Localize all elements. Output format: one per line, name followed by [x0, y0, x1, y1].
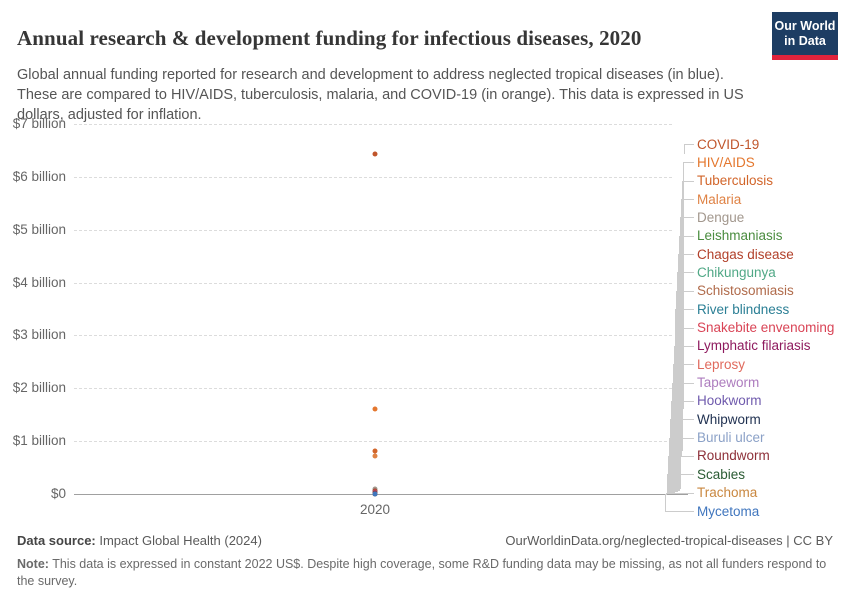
legend-item-buruli-ulcer[interactable]: Buruli ulcer — [697, 430, 765, 446]
legend-item-chagas-disease[interactable]: Chagas disease — [697, 246, 794, 262]
owid-logo[interactable]: Our World in Data — [772, 12, 838, 60]
legend-leader-line — [678, 254, 680, 492]
footer-links: OurWorldinData.org/neglected-tropical-di… — [505, 533, 833, 548]
legend-leader-line — [682, 180, 684, 451]
data-point-covid-19[interactable] — [372, 151, 378, 157]
legend-leader-stub — [665, 511, 694, 512]
legend-leader-stub — [678, 254, 694, 256]
legend-leader-line — [684, 144, 685, 155]
legend-item-chikungunya[interactable]: Chikungunya — [697, 264, 776, 280]
y-gridline — [74, 335, 672, 337]
legend-leader-line — [670, 400, 672, 494]
y-tick-label: $5 billion — [12, 221, 66, 237]
y-tick-label: $3 billion — [12, 327, 66, 343]
legend-item-hookworm[interactable]: Hookworm — [697, 393, 762, 409]
legend-leader-stub — [672, 364, 694, 366]
legend-leader-line — [683, 162, 685, 409]
data-point-malaria[interactable] — [372, 453, 378, 459]
legend-leader-line — [679, 235, 681, 491]
legend-leader-line — [676, 290, 678, 492]
y-tick-label: $4 billion — [12, 274, 66, 290]
legend-leader-stub — [679, 235, 694, 237]
data-point-tuberculosis[interactable] — [372, 448, 378, 454]
legend-leader-stub — [668, 437, 694, 439]
legend-item-whipworm[interactable]: Whipworm — [697, 411, 761, 427]
chart-note: Note: This data is expressed in constant… — [17, 556, 833, 590]
owid-url-link[interactable]: OurWorldinData.org/neglected-tropical-di… — [505, 533, 783, 548]
legend-item-river-blindness[interactable]: River blindness — [697, 301, 790, 317]
chart-subtitle: Global annual funding reported for resea… — [17, 66, 744, 123]
y-gridline — [74, 229, 672, 231]
legend-leader-stub — [674, 327, 694, 329]
legend-leader-stub — [669, 419, 694, 421]
y-gridline — [74, 176, 672, 178]
legend-leader-stub — [681, 199, 694, 201]
legend-leader-stub — [665, 492, 694, 494]
owid-logo-line1: Our World — [774, 19, 836, 33]
legend-item-lymphatic-filariasis[interactable]: Lymphatic filariasis — [697, 338, 811, 354]
chart-footer: Data source: Impact Global Health (2024)… — [17, 533, 833, 548]
y-gridline — [74, 388, 672, 390]
legend-leader-stub — [670, 400, 694, 402]
legend-item-mycetoma[interactable]: Mycetoma — [697, 503, 760, 519]
note-text: This data is expressed in constant 2022 … — [17, 557, 827, 588]
y-gridline — [74, 124, 672, 125]
x-tick-label: 2020 — [359, 502, 391, 517]
legend-leader-stub — [676, 290, 694, 292]
y-tick-label: $7 billion — [12, 116, 66, 131]
legend-leader-line — [668, 437, 670, 494]
y-tick-label: $2 billion — [12, 380, 66, 396]
legend-item-roundworm[interactable]: Roundworm — [697, 448, 770, 464]
legend-leader-line — [665, 492, 667, 495]
legend-leader-stub — [673, 345, 694, 347]
y-tick-label: $1 billion — [12, 433, 66, 449]
legend-leader-line — [665, 493, 666, 511]
legend-leader-stub — [682, 180, 694, 182]
legend-leader-stub — [671, 382, 694, 384]
legend-item-malaria[interactable]: Malaria — [697, 191, 742, 207]
legend-item-tapeworm[interactable]: Tapeworm — [697, 375, 760, 391]
y-gridline — [74, 282, 672, 284]
legend-leader-line — [675, 309, 677, 493]
cc-by-link[interactable]: CC BY — [793, 533, 833, 548]
legend-leader-line — [681, 199, 683, 456]
footer-separator: | — [782, 533, 794, 548]
owid-logo-line2: in Data — [784, 34, 826, 48]
page-title: Annual research & development funding fo… — [17, 26, 642, 51]
legend-leader-line — [677, 272, 679, 492]
legend-item-trachoma[interactable]: Trachoma — [697, 485, 758, 501]
legend-item-covid-19[interactable]: COVID-19 — [697, 136, 760, 152]
legend-item-snakebite-envenoming[interactable]: Snakebite envenoming — [697, 320, 835, 335]
y-gridline — [74, 441, 672, 443]
legend-leader-line — [680, 217, 682, 490]
legend-leader-line — [672, 364, 674, 493]
data-point-mycetoma[interactable] — [372, 491, 378, 497]
legend-leader-stub — [677, 272, 694, 274]
legend-leader-stub — [666, 474, 694, 476]
legend-leader-stub — [667, 455, 694, 457]
legend-item-hiv-aids[interactable]: HIV/AIDS — [697, 154, 755, 170]
legend-leader-line — [666, 474, 668, 494]
legend-item-scabies[interactable]: Scabies — [697, 466, 746, 482]
data-source-text: Data source: Impact Global Health (2024) — [17, 533, 262, 548]
y-tick-label: $0 — [50, 486, 66, 501]
legend-item-leprosy[interactable]: Leprosy — [697, 356, 746, 372]
legend-leader-stub — [680, 217, 694, 219]
legend-item-leishmaniasis[interactable]: Leishmaniasis — [697, 228, 783, 244]
legend-leader-line — [674, 327, 676, 493]
data-source-value: Impact Global Health (2024) — [95, 533, 262, 548]
data-point-hiv-aids[interactable] — [372, 406, 378, 412]
note-label: Note: — [17, 557, 49, 571]
x-axis-line — [74, 494, 688, 495]
legend-item-tuberculosis[interactable]: Tuberculosis — [697, 173, 774, 189]
legend-leader-stub — [684, 144, 694, 145]
legend-item-dengue[interactable]: Dengue — [697, 209, 745, 225]
data-source-label: Data source: — [17, 533, 96, 548]
legend-leader-stub — [675, 309, 694, 311]
legend-item-schistosomiasis[interactable]: Schistosomiasis — [697, 283, 794, 299]
legend-leader-stub — [683, 162, 694, 164]
y-tick-label: $6 billion — [12, 168, 66, 184]
